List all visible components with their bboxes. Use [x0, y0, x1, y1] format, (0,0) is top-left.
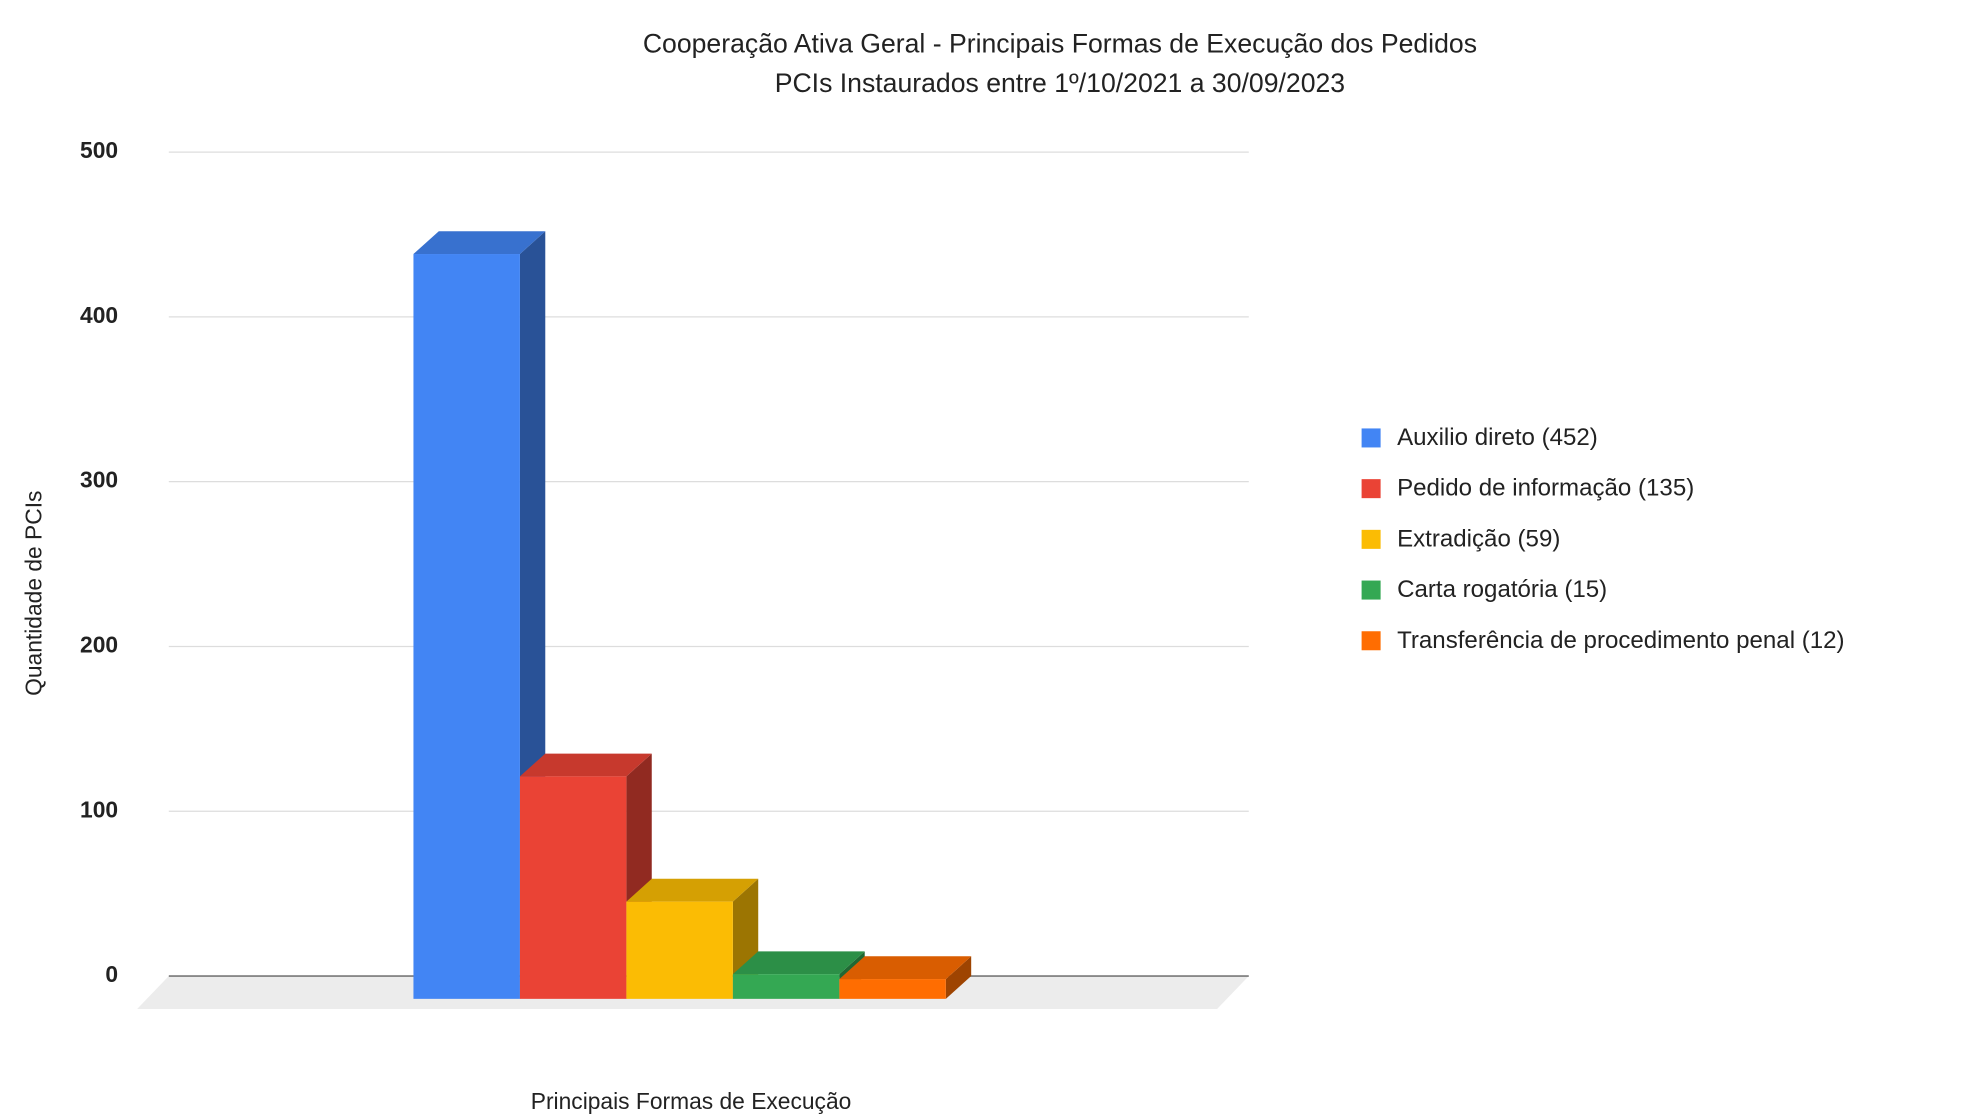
y-tick-label: 500 [80, 137, 118, 163]
legend-label: Pedido de informação (135) [1397, 475, 1694, 502]
x-axis-title: Principais Formas de Execução [531, 1088, 852, 1114]
bar-top [839, 956, 972, 980]
legend-label: Transferência de procedimento penal (12) [1397, 627, 1844, 654]
bar-top [732, 951, 865, 975]
bar-top [413, 231, 546, 255]
legend-swatch [1361, 479, 1381, 499]
legend-label: Auxilio direto (452) [1397, 424, 1598, 451]
legend-label: Extradição (59) [1397, 525, 1560, 552]
bar [519, 776, 627, 999]
legend-swatch [1361, 631, 1381, 651]
bar [413, 254, 520, 999]
bar [626, 901, 733, 999]
y-tick-label: 400 [80, 302, 118, 328]
chart-title: Cooperação Ativa Geral - Principais Form… [643, 29, 1477, 59]
bar-top [626, 878, 759, 902]
bar [839, 979, 946, 999]
legend-label: Carta rogatória (15) [1397, 576, 1607, 603]
y-tick-label: 0 [105, 961, 118, 987]
y-tick-label: 200 [80, 631, 118, 657]
chart-subtitle: PCIs Instaurados entre 1º/10/2021 a 30/0… [775, 68, 1345, 98]
y-tick-label: 300 [80, 467, 118, 493]
legend-swatch [1361, 529, 1381, 549]
bar-side [945, 956, 972, 999]
legend-swatch [1361, 428, 1381, 448]
y-tick-label: 100 [80, 796, 118, 822]
y-axis-title: Quantidade de PCIs [21, 491, 47, 696]
bar-top [519, 753, 652, 777]
bar [732, 974, 840, 999]
legend-swatch [1361, 580, 1381, 600]
